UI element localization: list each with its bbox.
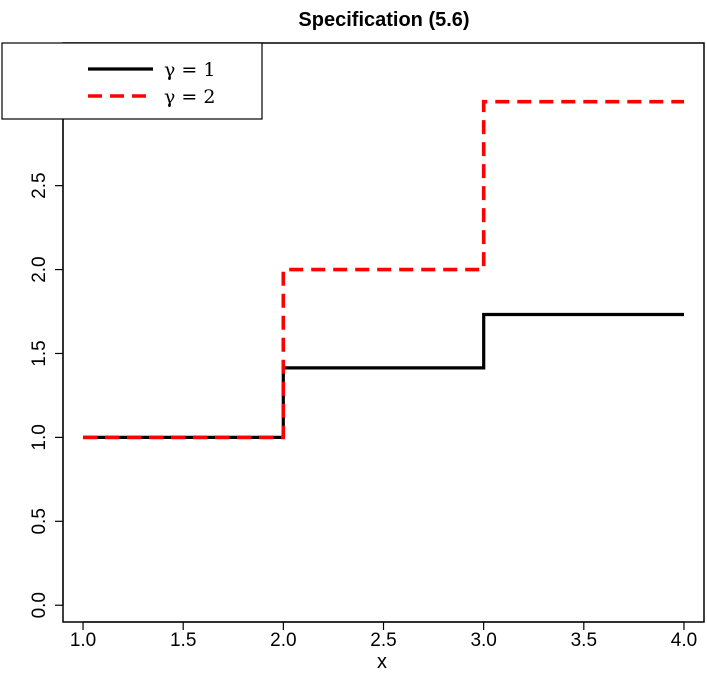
x-tick-label: 2.5: [370, 630, 396, 651]
legend: γ = 1 γ = 2: [1, 42, 263, 120]
legend-box: [1, 42, 263, 120]
legend-label-2: γ = 2: [164, 86, 215, 108]
y-tick-label: 1.5: [29, 340, 50, 366]
x-tick-label: 3.5: [571, 630, 597, 651]
plot-frame: [62, 42, 705, 623]
legend-label-1: γ = 1: [164, 59, 215, 81]
chart-title: Specification (5.6): [298, 9, 469, 31]
series-line-1: [83, 312, 684, 439]
y-tick-label: 0.5: [29, 508, 50, 534]
y-tick-label: 2.5: [29, 172, 50, 198]
y-axis: 0.00.51.01.52.02.53.0: [29, 89, 64, 618]
x-axis: 1.0 1.5 2.0 2.5 3.0 3.5 4.0: [70, 621, 697, 651]
series-line-2: [83, 99, 684, 440]
x-tick-label: 1.5: [170, 630, 196, 651]
x-tick-label: 2.0: [270, 630, 296, 651]
x-tick-label: 3.0: [470, 630, 496, 651]
series-layer: [83, 99, 684, 440]
x-axis-label: x: [377, 651, 387, 673]
y-tick-label: 2.0: [29, 256, 50, 282]
y-tick-label: 1.0: [29, 424, 50, 450]
x-tick-label: 4.0: [671, 630, 697, 651]
y-tick-label: 0.0: [29, 592, 50, 618]
x-tick-label: 1.0: [70, 630, 96, 651]
